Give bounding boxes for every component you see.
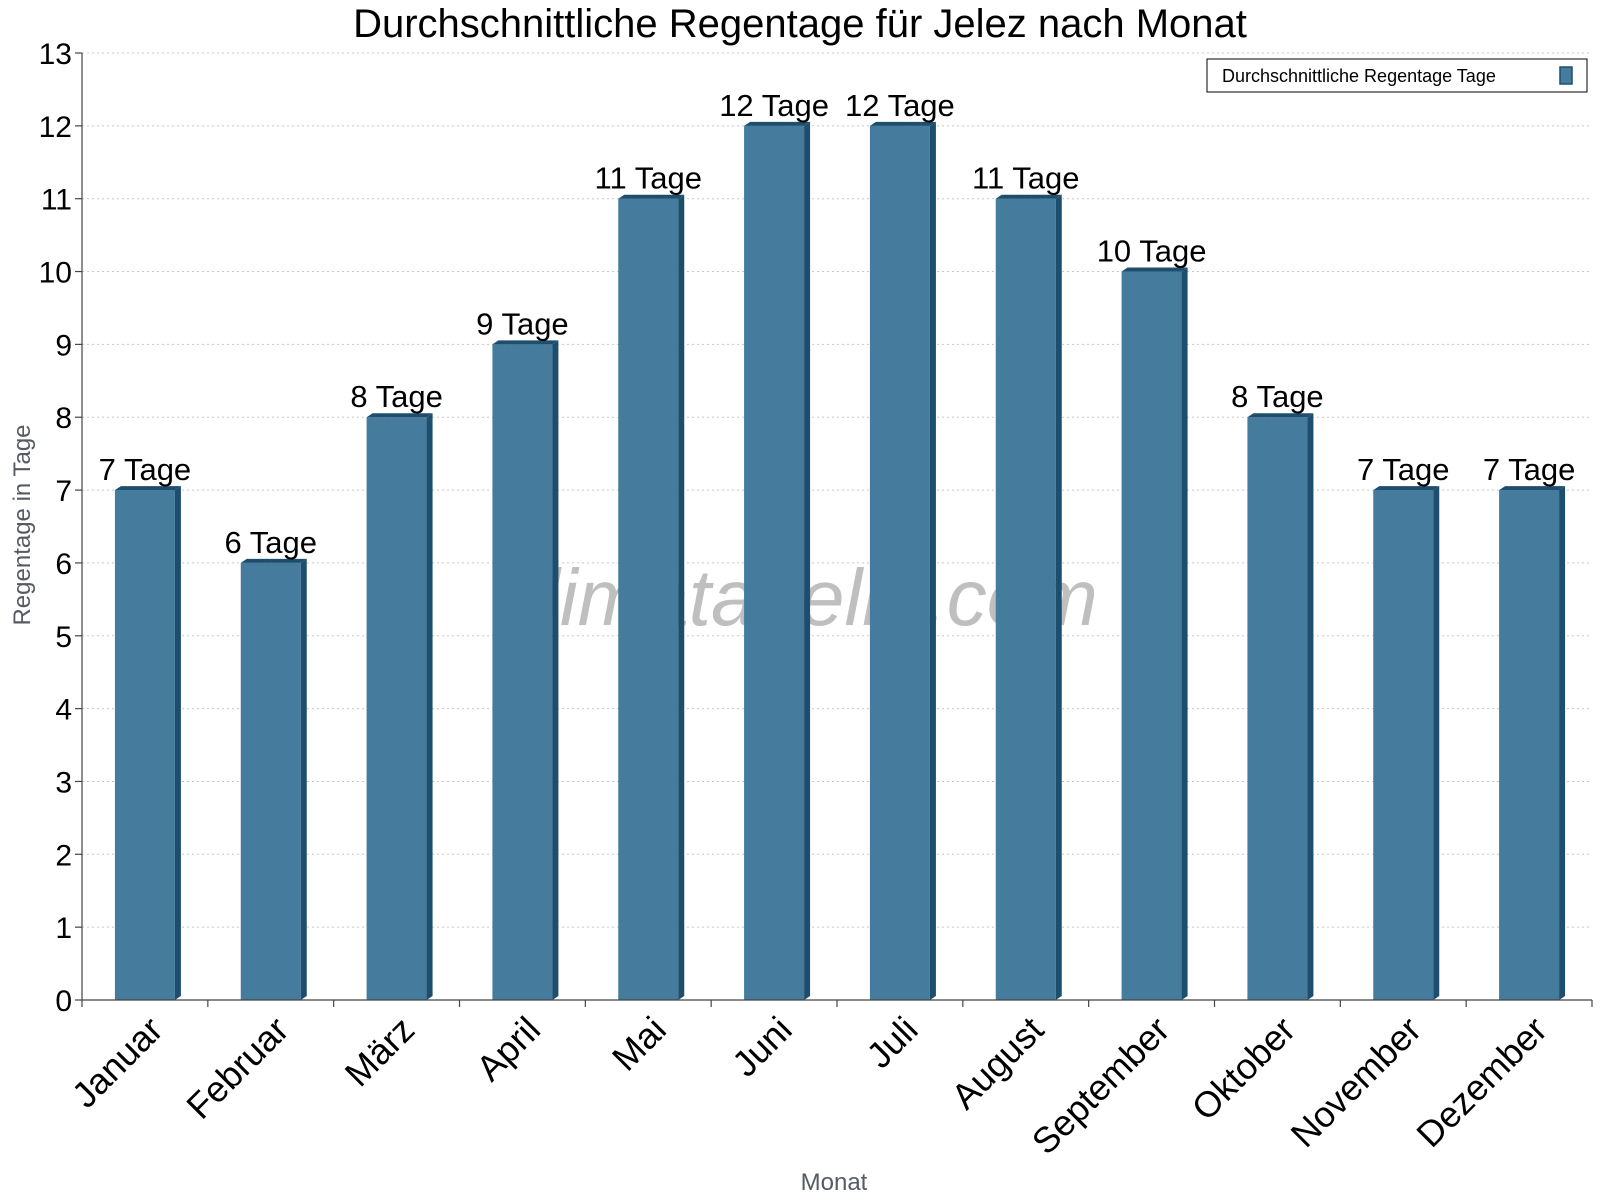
legend-box: [1206, 58, 1588, 93]
bar-top: [869, 121, 936, 126]
bar-side: [426, 413, 433, 1000]
x-tick-label: Oktober: [1184, 1009, 1304, 1129]
bar-front: [869, 125, 930, 1001]
data-label: 7 Tage: [99, 452, 192, 487]
bar-front: [1499, 490, 1560, 1000]
data-label: 7 Tage: [1483, 452, 1576, 487]
bar-front: [995, 198, 1056, 1000]
bar-front: [366, 417, 427, 1000]
data-label: 8 Tage: [1231, 379, 1324, 414]
bar-side: [678, 194, 685, 1000]
bar: [1121, 267, 1188, 1000]
x-tick-label: August: [943, 1009, 1051, 1117]
data-label: 12 Tage: [719, 88, 829, 123]
x-tick-label: April: [468, 1009, 548, 1089]
x-tick-label: Februar: [178, 1009, 296, 1127]
x-axis-title: Monat: [801, 1169, 868, 1196]
bar-front: [618, 198, 679, 1000]
y-tick-label: 7: [55, 475, 72, 508]
grid-lines: [82, 52, 1592, 928]
y-tick-label: 12: [39, 111, 72, 144]
bar: [618, 194, 685, 1000]
x-tick-label: Dezember: [1408, 1009, 1554, 1155]
x-tick-label: Mai: [604, 1009, 674, 1079]
legend-swatch: [1559, 66, 1573, 85]
bar-top: [1373, 486, 1440, 491]
y-tick-label: 10: [39, 257, 72, 290]
bar-top: [618, 194, 685, 199]
y-tick-label: 11: [41, 184, 72, 217]
data-label: 9 Tage: [476, 306, 569, 341]
x-tick-label: Juli: [858, 1009, 925, 1076]
legend: Durchschnittliche Regentage Tage: [1206, 58, 1588, 93]
data-label: 12 Tage: [845, 88, 955, 123]
data-label: 11 Tage: [972, 161, 1079, 196]
bar: [366, 413, 433, 1000]
x-tick-label: März: [337, 1009, 423, 1095]
data-label: 10 Tage: [1097, 234, 1207, 269]
bar-front: [744, 125, 805, 1001]
bar-side: [1559, 486, 1566, 1001]
bar: [1499, 486, 1566, 1001]
data-label: 7 Tage: [1357, 452, 1450, 487]
bar-front: [114, 490, 175, 1000]
x-tick-label: November: [1282, 1009, 1428, 1155]
y-tick-label: 8: [55, 402, 72, 435]
data-label: 11 Tage: [595, 161, 702, 196]
bar: [744, 121, 811, 1001]
bars: [114, 121, 1566, 1001]
bar-side: [1433, 486, 1440, 1001]
y-tick-label: 5: [55, 621, 72, 654]
bar-side: [552, 340, 559, 1000]
bar-front: [1121, 271, 1182, 1000]
bar-top: [240, 558, 307, 563]
chart-title: Durchschnittliche Regentage für Jelez na…: [353, 2, 1247, 46]
bar-front: [1247, 417, 1308, 1000]
data-labels: 7 Tage 6 Tage 8 Tage 9 Tage 11 Tage 12 Tage 12…: [99, 88, 1576, 560]
bar: [995, 194, 1062, 1000]
y-tick-label: 3: [55, 766, 72, 799]
bar-top: [114, 486, 181, 491]
bar-side: [1181, 267, 1188, 1000]
y-tick-label: 2: [55, 839, 72, 872]
x-tick-label: September: [1024, 1009, 1178, 1163]
bar: [1247, 413, 1314, 1000]
bar-side: [929, 121, 936, 1001]
bar-top: [995, 194, 1062, 199]
bar-top: [1499, 486, 1566, 491]
bar-top: [366, 413, 433, 418]
bar: [869, 121, 936, 1001]
bar: [114, 486, 181, 1001]
y-tick-label: 13: [39, 38, 72, 71]
y-tick-label: 4: [55, 694, 72, 727]
bar: [240, 558, 307, 1000]
y-tick-label: 6: [55, 548, 72, 581]
data-label: 8 Tage: [350, 379, 443, 414]
bar-front: [492, 344, 553, 1000]
y-tick-label: 1: [55, 912, 72, 945]
bar-side: [804, 121, 811, 1001]
bar-top: [744, 121, 811, 126]
bar-top: [1121, 267, 1188, 272]
y-axis-title: Regentage in Tage: [9, 424, 36, 625]
bar-front: [1373, 490, 1434, 1000]
bar-side: [1307, 413, 1314, 1000]
bar-top: [492, 340, 559, 345]
bar-side: [300, 558, 307, 1000]
bar-top: [1247, 413, 1314, 418]
bar-side: [1055, 194, 1062, 1000]
bar: [1373, 486, 1440, 1001]
x-tick-label: Juni: [724, 1009, 800, 1085]
data-label: 6 Tage: [224, 525, 317, 560]
bar-side: [174, 486, 181, 1001]
bar-front: [240, 562, 301, 1000]
bar: [492, 340, 559, 1000]
legend-label: Durchschnittliche Regentage Tage: [1222, 66, 1496, 86]
x-tick-label: Januar: [64, 1009, 171, 1116]
y-tick-label: 0: [55, 985, 72, 1018]
y-tick-label: 9: [55, 329, 72, 362]
